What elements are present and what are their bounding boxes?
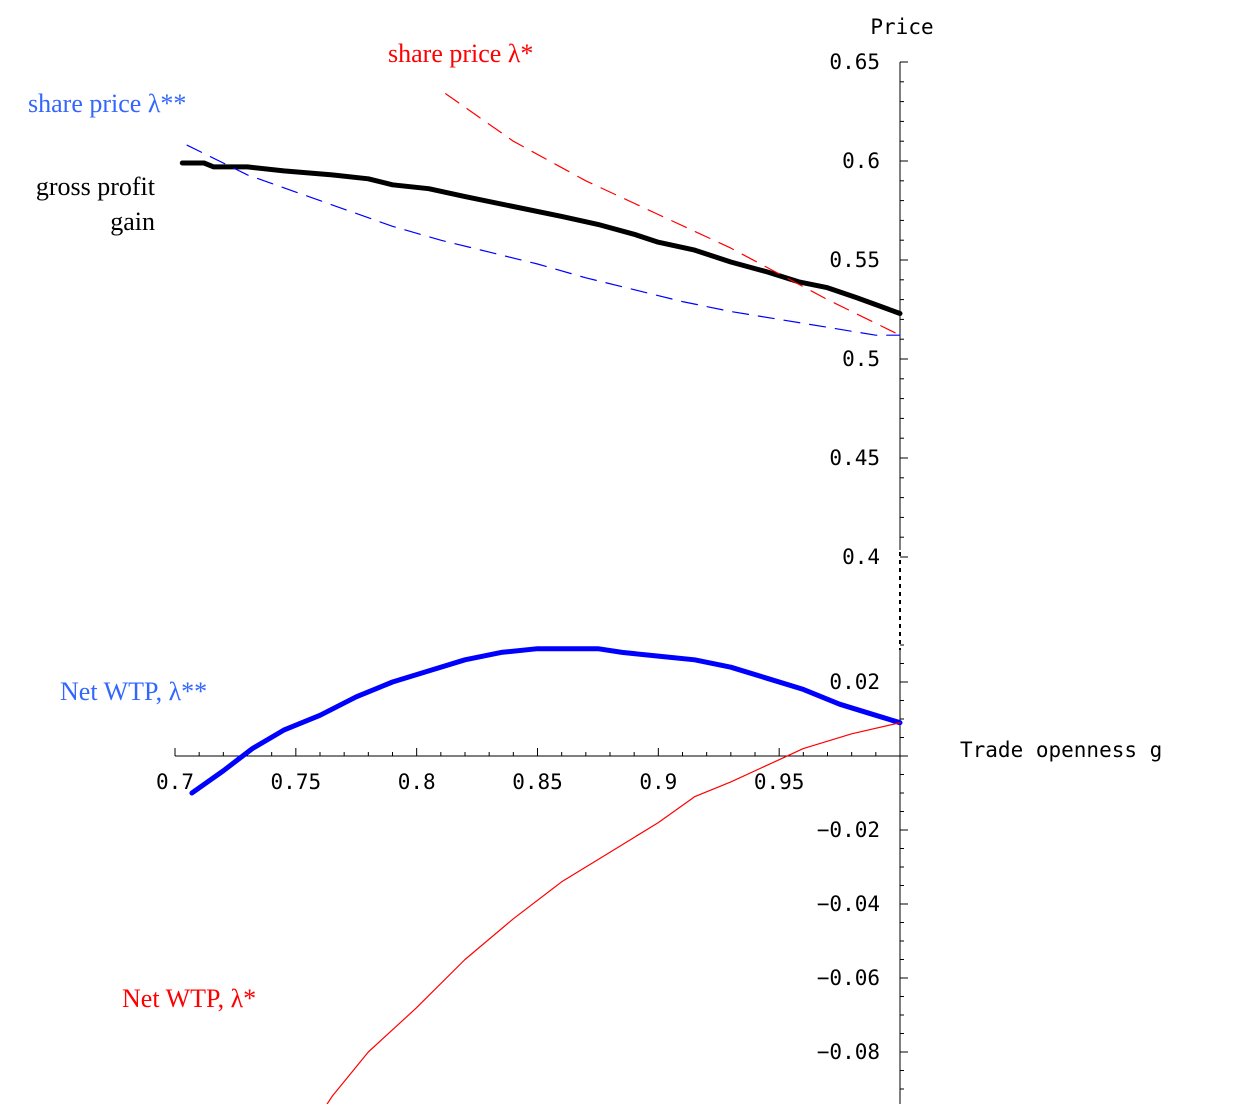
label-net-wtp-lambda-star: Net WTP, λ* xyxy=(122,984,256,1013)
y-tick-label: 0.65 xyxy=(829,50,880,74)
y-tick-label: 0.5 xyxy=(842,347,880,371)
x-tick-label: 0.7 xyxy=(156,770,194,794)
y-tick-label: 0.4 xyxy=(842,545,880,569)
series-gross-profit xyxy=(179,160,903,316)
series-group xyxy=(179,93,903,1104)
label-gross-profit-line1: gross profit xyxy=(36,172,156,201)
upper-y-tick-labels: 0.65 0.6 0.55 0.5 0.45 0.4 xyxy=(829,50,880,569)
y-tick-label: −0.08 xyxy=(817,1040,880,1064)
minor-ticks xyxy=(174,61,908,1090)
x-tick-label: 0.85 xyxy=(512,770,563,794)
series-net-wtp-lambda-star xyxy=(326,722,901,1104)
series-net-wtp-lambda-star-star xyxy=(189,646,903,796)
lower-y-tick-labels: 0.02 −0.02 −0.04 −0.06 −0.08 xyxy=(817,670,880,1064)
y-tick-label: −0.02 xyxy=(817,818,880,842)
y-tick-label: 0.45 xyxy=(829,446,880,470)
x-tick-label: 0.75 xyxy=(271,770,322,794)
x-tick-label: 0.8 xyxy=(398,770,436,794)
y-tick-label: −0.06 xyxy=(817,966,880,990)
y-tick-label: −0.04 xyxy=(817,892,880,916)
y-axis-title: Price xyxy=(870,15,933,39)
series-share-price-lambda-star-star xyxy=(186,144,901,336)
x-tick-label: 0.95 xyxy=(754,770,805,794)
y-tick-label: 0.55 xyxy=(829,248,880,272)
x-axis-title: Trade openness g xyxy=(960,738,1162,762)
label-gross-profit-line2: gain xyxy=(110,207,155,236)
label-share-price-lambda-star: share price λ* xyxy=(388,39,533,68)
y-tick-label: 0.02 xyxy=(829,670,880,694)
label-net-wtp-lambda-star-star: Net WTP, λ** xyxy=(60,677,207,706)
label-share-price-lambda-star-star: share price λ** xyxy=(28,89,186,118)
y-tick-label: 0.6 xyxy=(842,149,880,173)
x-tick-label: 0.9 xyxy=(639,770,677,794)
x-tick-labels: 0.7 0.75 0.8 0.85 0.9 0.95 xyxy=(156,770,804,794)
series-share-price-lambda-star xyxy=(445,93,901,336)
